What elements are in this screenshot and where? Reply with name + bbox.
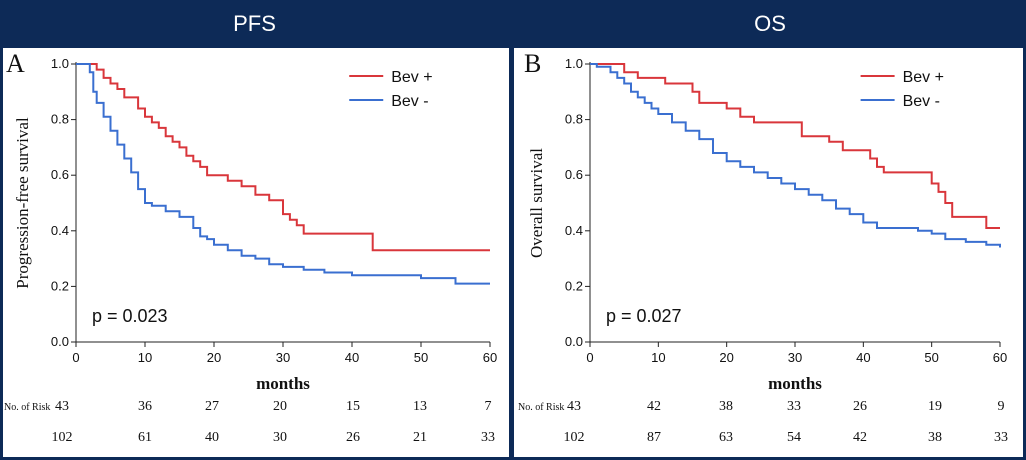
panel-letter: A bbox=[6, 49, 25, 78]
risk-count: 42 bbox=[853, 430, 867, 445]
chart-panel-pfs: A 0.0 0.2 0.4 0.6 0.8 1.0 0 10 20 30 40 50 60 Progress… bbox=[0, 48, 509, 460]
x-tick-label: 60 bbox=[483, 350, 497, 365]
risk-count: 61 bbox=[138, 430, 152, 445]
panel-letter: B bbox=[524, 49, 541, 78]
x-tick-label: 60 bbox=[993, 350, 1007, 365]
risk-count: 40 bbox=[205, 430, 219, 445]
header-os: OS bbox=[514, 0, 1026, 48]
y-tick-label: 0.0 bbox=[51, 334, 69, 349]
risk-count: 33 bbox=[481, 430, 495, 445]
y-axis-label: Overall survival bbox=[527, 148, 546, 258]
risk-count: 26 bbox=[346, 430, 360, 445]
chart-panel-os: B 0.0 0.2 0.4 0.6 0.8 1.0 0 10 20 30 40 50 60 Overall … bbox=[514, 48, 1023, 460]
risk-count: 27 bbox=[205, 399, 219, 414]
y-axis-label: Progression-free survival bbox=[13, 117, 32, 289]
risk-count: 43 bbox=[567, 399, 581, 414]
risk-count: 30 bbox=[273, 430, 287, 445]
y-tick-label: 0.0 bbox=[565, 334, 583, 349]
risk-count: 36 bbox=[138, 399, 152, 414]
x-tick-label: 50 bbox=[924, 350, 938, 365]
risk-count: 7 bbox=[485, 399, 492, 414]
series-line-bev-minus bbox=[76, 63, 490, 285]
y-tick-label: 0.8 bbox=[565, 112, 583, 127]
x-tick-label: 20 bbox=[719, 350, 733, 365]
x-tick-label: 50 bbox=[414, 350, 428, 365]
y-tick-label: 1.0 bbox=[565, 56, 583, 71]
risk-count: 87 bbox=[647, 430, 661, 445]
series-line-bev-plus bbox=[76, 63, 490, 252]
series-line-bev-plus bbox=[590, 63, 1000, 229]
risk-count: 33 bbox=[994, 430, 1008, 445]
x-axis-label: months bbox=[768, 374, 822, 393]
risk-count: 13 bbox=[413, 399, 427, 414]
risk-count: 38 bbox=[719, 399, 733, 414]
risk-count: 15 bbox=[346, 399, 360, 414]
x-tick-label: 40 bbox=[856, 350, 870, 365]
risk-count: 102 bbox=[564, 430, 585, 445]
y-tick-label: 0.4 bbox=[51, 223, 69, 238]
legend-label: Bev + bbox=[903, 69, 944, 86]
y-tick-label: 0.2 bbox=[51, 278, 69, 293]
x-tick-label: 10 bbox=[651, 350, 665, 365]
x-axis-label: months bbox=[256, 374, 310, 393]
risk-count: 63 bbox=[719, 430, 733, 445]
x-tick-label: 30 bbox=[788, 350, 802, 365]
x-tick-label: 0 bbox=[72, 350, 79, 365]
x-tick-label: 20 bbox=[207, 350, 221, 365]
risk-table-label: No. of Risk bbox=[518, 402, 564, 413]
risk-count: 43 bbox=[55, 399, 69, 414]
p-value-annotation: p = 0.023 bbox=[92, 306, 168, 326]
risk-count: 26 bbox=[853, 399, 867, 414]
risk-count: 21 bbox=[413, 430, 427, 445]
x-tick-label: 30 bbox=[276, 350, 290, 365]
series-line-bev-minus bbox=[590, 63, 1001, 248]
km-chart-os: B 0.0 0.2 0.4 0.6 0.8 1.0 0 10 20 30 40 50 60 Overall … bbox=[518, 49, 1008, 445]
header-pfs: PFS bbox=[0, 0, 509, 48]
risk-count: 33 bbox=[787, 399, 801, 414]
y-tick-label: 0.8 bbox=[51, 112, 69, 127]
y-tick-label: 1.0 bbox=[51, 56, 69, 71]
risk-count: 19 bbox=[928, 399, 942, 414]
legend-label: Bev - bbox=[391, 93, 428, 110]
risk-count: 102 bbox=[52, 430, 73, 445]
legend-label: Bev - bbox=[903, 93, 940, 110]
risk-count: 9 bbox=[998, 399, 1005, 414]
y-tick-label: 0.6 bbox=[51, 167, 69, 182]
risk-count: 42 bbox=[647, 399, 661, 414]
legend-label: Bev + bbox=[391, 69, 432, 86]
p-value-annotation: p = 0.027 bbox=[606, 306, 682, 326]
risk-count: 54 bbox=[787, 430, 801, 445]
risk-table-label: No. of Risk bbox=[4, 402, 50, 413]
x-tick-label: 10 bbox=[138, 350, 152, 365]
x-tick-label: 40 bbox=[345, 350, 359, 365]
risk-count: 20 bbox=[273, 399, 287, 414]
panel-divider bbox=[509, 0, 514, 460]
y-tick-label: 0.6 bbox=[565, 167, 583, 182]
y-tick-label: 0.4 bbox=[565, 223, 583, 238]
km-chart-pfs: A 0.0 0.2 0.4 0.6 0.8 1.0 0 10 20 30 40 50 60 Progress… bbox=[4, 49, 497, 445]
y-tick-label: 0.2 bbox=[565, 278, 583, 293]
x-tick-label: 0 bbox=[586, 350, 593, 365]
risk-count: 38 bbox=[928, 430, 942, 445]
